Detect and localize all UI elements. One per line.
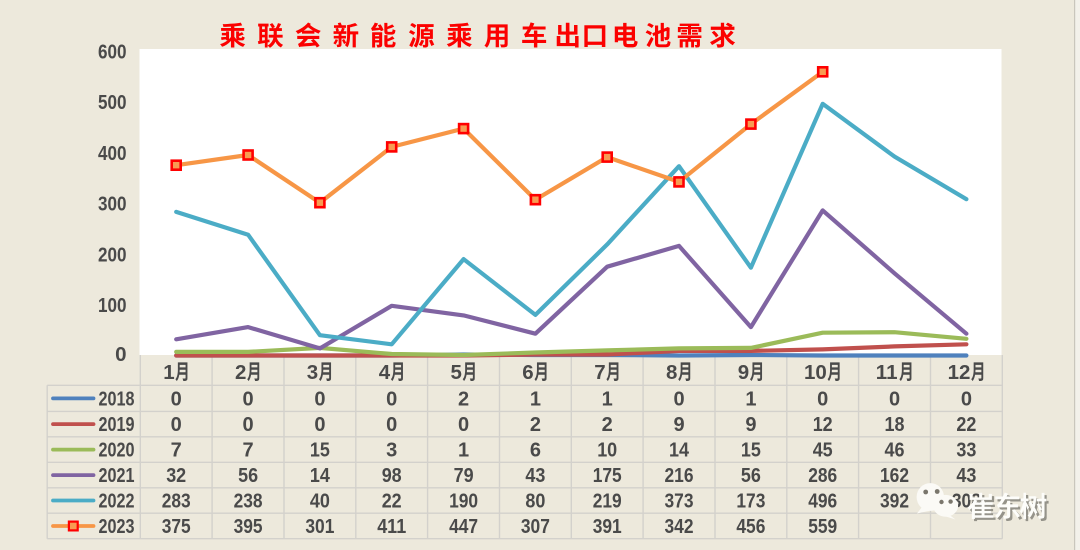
svg-text:411: 411 — [377, 516, 406, 538]
svg-text:2018: 2018 — [99, 389, 135, 411]
svg-text:286: 286 — [808, 465, 837, 487]
svg-text:15: 15 — [310, 440, 330, 462]
svg-text:283: 283 — [162, 491, 191, 513]
svg-text:0: 0 — [115, 343, 126, 366]
svg-text:100: 100 — [98, 294, 127, 317]
svg-text:40: 40 — [310, 491, 330, 513]
svg-text:1: 1 — [745, 389, 756, 411]
svg-text:0: 0 — [243, 414, 254, 436]
svg-text:43: 43 — [525, 465, 545, 487]
svg-text:600: 600 — [98, 40, 127, 63]
svg-text:12: 12 — [948, 361, 971, 384]
svg-text:14: 14 — [669, 440, 690, 462]
svg-text:0: 0 — [961, 389, 972, 411]
svg-text:0: 0 — [673, 389, 684, 411]
svg-text:4: 4 — [379, 361, 391, 384]
svg-text:3: 3 — [386, 440, 397, 462]
svg-text:300: 300 — [98, 193, 127, 216]
svg-text:22: 22 — [382, 491, 402, 513]
svg-text:1: 1 — [530, 389, 541, 411]
svg-text:307: 307 — [521, 516, 550, 538]
svg-text:7: 7 — [243, 440, 254, 462]
svg-text:6: 6 — [530, 440, 541, 462]
svg-text:45: 45 — [813, 440, 833, 462]
svg-text:2021: 2021 — [99, 465, 135, 487]
svg-text:3: 3 — [307, 361, 318, 384]
svg-text:456: 456 — [736, 516, 765, 538]
svg-text:56: 56 — [741, 465, 761, 487]
svg-text:190: 190 — [449, 491, 478, 513]
svg-text:500: 500 — [98, 91, 127, 114]
svg-text:175: 175 — [593, 465, 622, 487]
svg-text:0: 0 — [171, 414, 182, 436]
svg-text:12: 12 — [813, 414, 833, 436]
svg-text:11: 11 — [876, 361, 898, 384]
svg-text:8: 8 — [666, 361, 677, 384]
svg-text:200: 200 — [98, 243, 127, 266]
svg-text:0: 0 — [314, 389, 325, 411]
svg-text:2: 2 — [602, 414, 613, 436]
svg-text:0: 0 — [314, 414, 325, 436]
svg-text:10: 10 — [804, 361, 827, 384]
svg-text:0: 0 — [171, 389, 182, 411]
svg-text:5: 5 — [451, 361, 462, 384]
svg-text:9: 9 — [738, 361, 749, 384]
svg-text:2022: 2022 — [99, 491, 135, 513]
svg-text:2: 2 — [235, 361, 246, 384]
svg-text:2: 2 — [530, 414, 541, 436]
svg-text:0: 0 — [386, 389, 397, 411]
svg-text:2: 2 — [458, 389, 469, 411]
svg-text:10: 10 — [597, 440, 617, 462]
svg-text:32: 32 — [166, 465, 186, 487]
svg-text:0: 0 — [243, 389, 254, 411]
svg-text:1: 1 — [163, 361, 174, 384]
svg-text:98: 98 — [382, 465, 402, 487]
svg-text:400: 400 — [98, 142, 127, 165]
svg-text:2020: 2020 — [99, 440, 135, 462]
svg-text:79: 79 — [454, 465, 474, 487]
svg-text:46: 46 — [885, 440, 905, 462]
svg-text:496: 496 — [808, 491, 837, 513]
svg-text:373: 373 — [665, 491, 694, 513]
svg-text:219: 219 — [593, 491, 622, 513]
svg-text:7: 7 — [594, 361, 605, 384]
svg-text:301: 301 — [305, 516, 334, 538]
svg-text:1: 1 — [458, 440, 469, 462]
svg-text:216: 216 — [665, 465, 694, 487]
svg-text:56: 56 — [238, 465, 258, 487]
svg-text:22: 22 — [956, 414, 976, 436]
svg-text:2023: 2023 — [99, 516, 135, 538]
svg-text:395: 395 — [234, 516, 263, 538]
svg-text:173: 173 — [736, 491, 765, 513]
svg-text:0: 0 — [386, 414, 397, 436]
svg-text:392: 392 — [880, 491, 909, 513]
svg-text:0: 0 — [458, 414, 469, 436]
svg-text:375: 375 — [162, 516, 191, 538]
svg-text:15: 15 — [741, 440, 761, 462]
svg-text:342: 342 — [665, 516, 694, 538]
svg-text:0: 0 — [889, 389, 900, 411]
svg-text:14: 14 — [310, 465, 331, 487]
svg-text:80: 80 — [525, 491, 545, 513]
svg-text:0: 0 — [817, 389, 828, 411]
svg-text:33: 33 — [956, 440, 976, 462]
svg-text:2019: 2019 — [99, 414, 135, 436]
svg-text:7: 7 — [171, 440, 182, 462]
svg-text:6: 6 — [522, 361, 533, 384]
svg-text:9: 9 — [745, 414, 756, 436]
svg-text:43: 43 — [956, 465, 976, 487]
svg-text:391: 391 — [593, 516, 622, 538]
svg-text:18: 18 — [885, 414, 905, 436]
svg-text:447: 447 — [449, 516, 478, 538]
svg-text:9: 9 — [673, 414, 684, 436]
svg-text:559: 559 — [808, 516, 837, 538]
svg-text:162: 162 — [880, 465, 909, 487]
svg-text:1: 1 — [602, 389, 613, 411]
svg-text:238: 238 — [234, 491, 263, 513]
